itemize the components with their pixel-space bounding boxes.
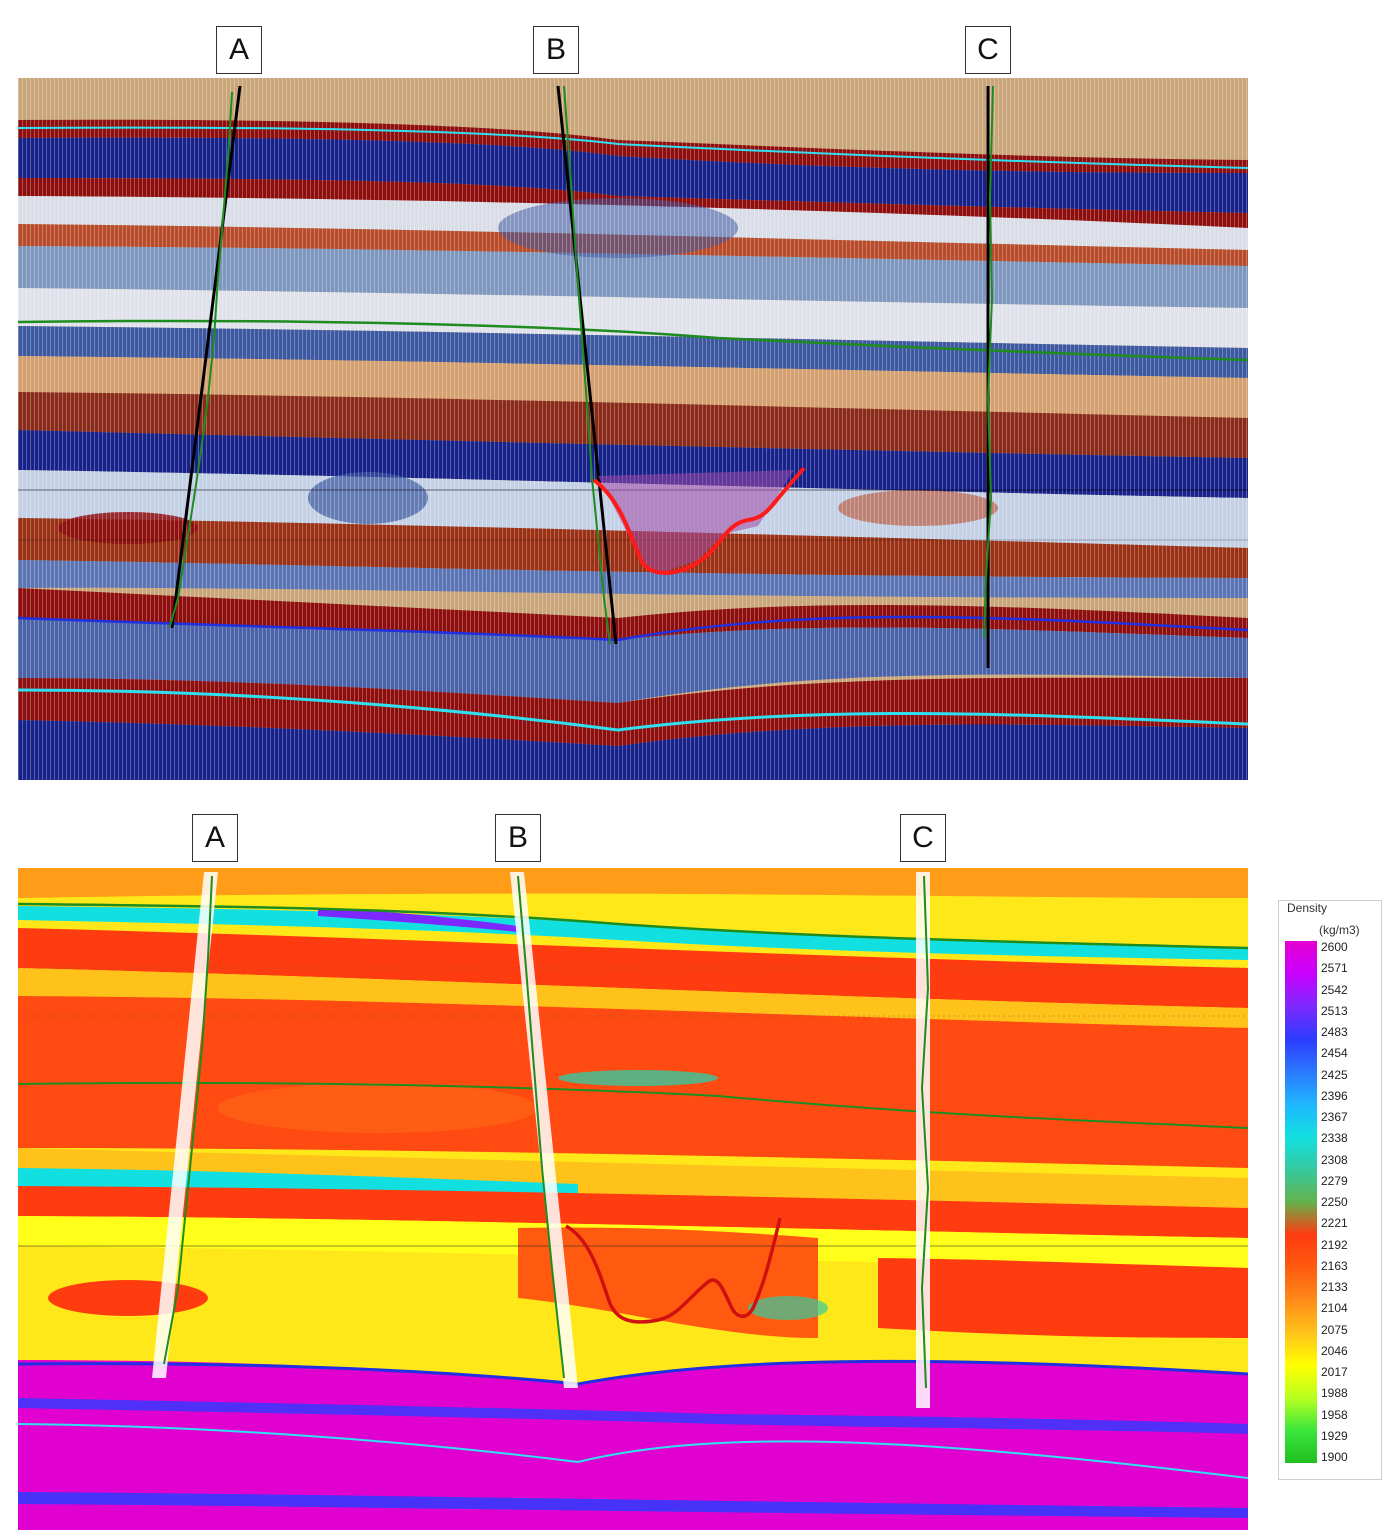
horizon-bottom-cyan bbox=[18, 688, 1248, 732]
density-legend: Density (kg/m3) 2600 2571 2542 2513 2483 2454… bbox=[1278, 900, 1382, 1480]
legend-tick: 2454 bbox=[1321, 1046, 1348, 1061]
well-label-b-density: B bbox=[495, 814, 541, 862]
well-b-trajectory bbox=[556, 85, 618, 645]
legend-title: Density bbox=[1287, 901, 1328, 915]
well-label-b-seismic: B bbox=[533, 26, 579, 74]
anomaly-outline-density bbox=[565, 1217, 782, 1324]
well-label-a-density: A bbox=[192, 814, 238, 862]
well-b-log bbox=[563, 85, 611, 645]
legend-tick: 1988 bbox=[1321, 1386, 1348, 1401]
legend-unit: (kg/m3) bbox=[1319, 923, 1360, 937]
legend-tick: 2396 bbox=[1321, 1088, 1348, 1103]
legend-tick: 2600 bbox=[1321, 940, 1348, 954]
legend-tick: 2571 bbox=[1321, 961, 1348, 976]
legend-tick: 2367 bbox=[1321, 1110, 1348, 1124]
legend-tick: 2046 bbox=[1321, 1343, 1348, 1358]
well-a-strip bbox=[152, 872, 218, 1378]
well-label-a-seismic: A bbox=[216, 26, 262, 74]
legend-tick: 2513 bbox=[1321, 1003, 1348, 1018]
well-a-trajectory bbox=[170, 85, 242, 629]
legend-color-bar bbox=[1285, 941, 1317, 1463]
horizon-top-cyan bbox=[18, 126, 1248, 169]
density-image bbox=[18, 868, 1248, 1530]
well-b-density-log bbox=[517, 875, 565, 1379]
legend-tick: 1958 bbox=[1321, 1407, 1348, 1422]
anomaly-outline-seismic bbox=[592, 466, 806, 575]
well-label-c-density: C bbox=[900, 814, 946, 862]
well-a-log bbox=[169, 91, 233, 627]
well-label-c-seismic: C bbox=[965, 26, 1011, 74]
legend-tick: 2542 bbox=[1321, 982, 1348, 997]
legend-tick: 2338 bbox=[1321, 1131, 1348, 1146]
density-section bbox=[18, 868, 1248, 1530]
seismic-section bbox=[18, 78, 1248, 780]
well-a-density-log bbox=[163, 875, 213, 1365]
legend-tick: 2017 bbox=[1321, 1365, 1348, 1379]
legend-tick: 2133 bbox=[1321, 1280, 1348, 1294]
legend-tick: 1929 bbox=[1321, 1428, 1348, 1443]
legend-tick: 2250 bbox=[1321, 1195, 1348, 1209]
seismic-image bbox=[18, 78, 1248, 780]
well-c-density-log bbox=[920, 875, 930, 1389]
legend-tick: 2483 bbox=[1321, 1025, 1348, 1039]
legend-tick: 2075 bbox=[1321, 1322, 1348, 1337]
legend-tick: 2279 bbox=[1321, 1173, 1348, 1188]
legend-tick: 1900 bbox=[1321, 1450, 1348, 1464]
anomaly-fill bbox=[598, 470, 794, 574]
horizon-blue bbox=[18, 615, 1248, 642]
legend-tick: 2104 bbox=[1321, 1301, 1348, 1316]
legend-tick: 2192 bbox=[1321, 1237, 1348, 1252]
legend-tick: 2163 bbox=[1321, 1258, 1348, 1273]
legend-tick: 2308 bbox=[1321, 1152, 1348, 1167]
well-b-strip bbox=[510, 872, 578, 1388]
legend-tick: 2425 bbox=[1321, 1067, 1348, 1082]
legend-tick: 2221 bbox=[1321, 1216, 1348, 1231]
horizon-mid-green bbox=[18, 319, 1248, 362]
well-c-log bbox=[983, 85, 994, 639]
